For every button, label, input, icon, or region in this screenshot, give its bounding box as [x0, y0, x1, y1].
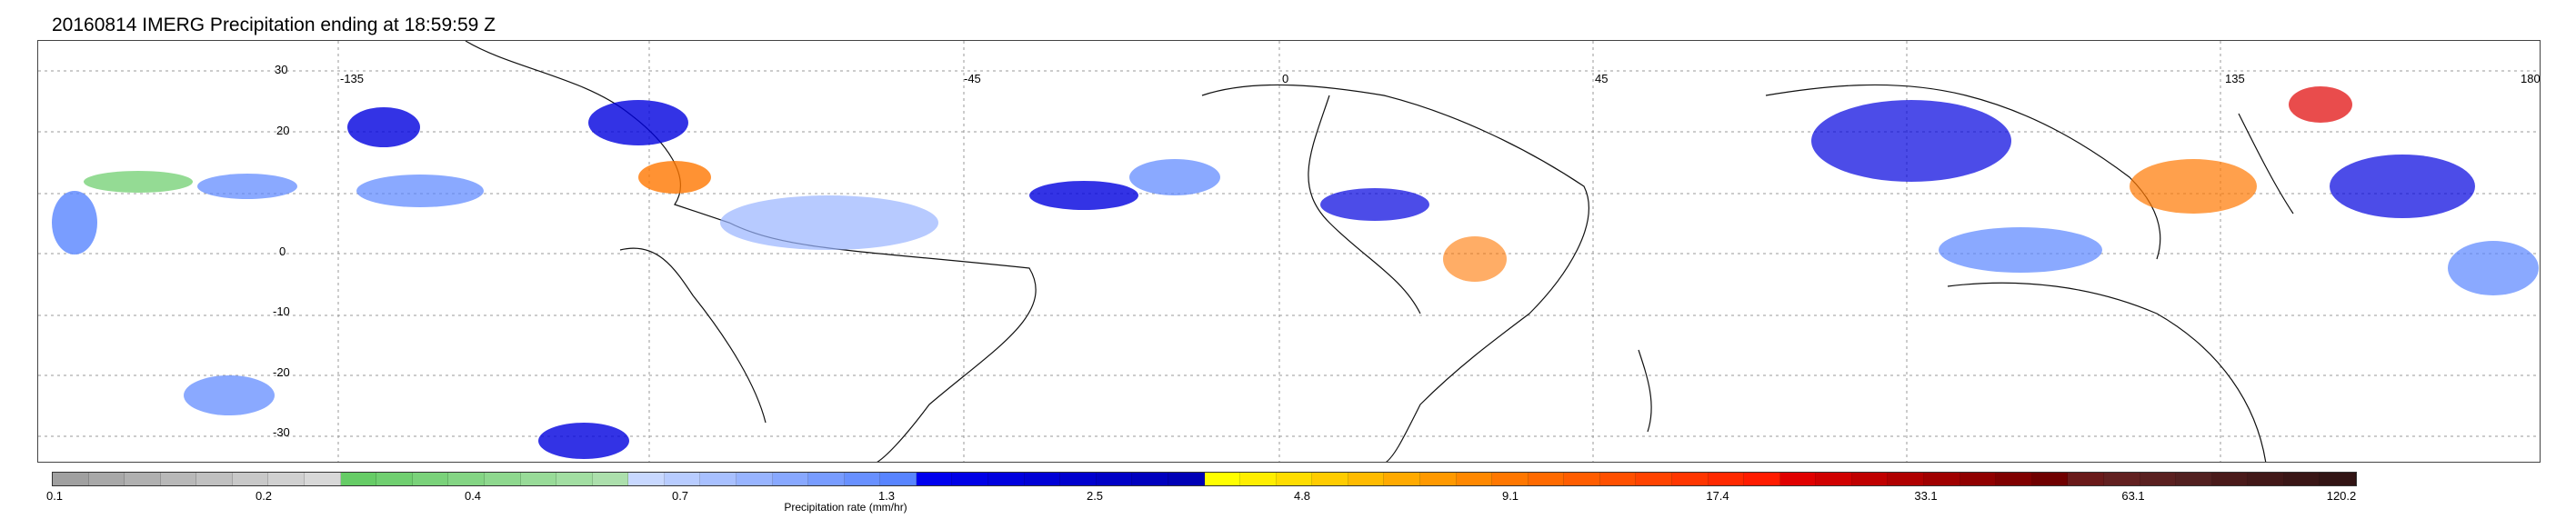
lon-label: -45: [964, 72, 981, 85]
colorbar-segment: [1240, 473, 1277, 485]
colorbar-segment: [844, 473, 881, 485]
colorbar-tick: 33.1: [1914, 489, 1938, 503]
colorbar-tick: 0.1: [45, 489, 64, 503]
colorbar-segment: [1096, 473, 1133, 485]
colorbar-segment: [1960, 473, 1997, 485]
colorbar-segment: [232, 473, 269, 485]
colorbar-segment: [340, 473, 377, 485]
colorbar-segment: [1888, 473, 1925, 485]
lon-label: 135: [2225, 72, 2245, 85]
colorbar-tick: 0.2: [255, 489, 273, 503]
colorbar-segment: [2140, 473, 2177, 485]
colorbar-segment: [2211, 473, 2249, 485]
colorbar-segment: [448, 473, 485, 485]
colorbar-segment: [2320, 473, 2356, 485]
lon-label: -135: [340, 72, 365, 85]
colorbar-segment: [2283, 473, 2320, 485]
colorbar-segment: [700, 473, 737, 485]
colorbar-label: Precipitation rate (mm/hr): [784, 501, 907, 514]
lon-label: 0: [1282, 72, 1289, 85]
colorbar-tick: 17.4: [1706, 489, 1729, 503]
colorbar-segment: [988, 473, 1025, 485]
colorbar-segment: [196, 473, 233, 485]
colorbar-segment: [2248, 473, 2284, 485]
colorbar-segment: [628, 473, 665, 485]
colorbar-segment: [1348, 473, 1385, 485]
colorbar-segment: [736, 473, 773, 485]
colorbar-segment: [2031, 473, 2069, 485]
colorbar-segment: [1024, 473, 1061, 485]
map-title: 20160814 IMERG Precipitation ending at 1…: [52, 15, 496, 35]
colorbar-segment: [952, 473, 989, 485]
colorbar-segment: [1744, 473, 1780, 485]
colorbar-segment: [1564, 473, 1600, 485]
colorbar-segment: [484, 473, 521, 485]
graticule: [38, 41, 2540, 462]
colorbar-segment: [1132, 473, 1168, 485]
lon-label: 45: [1595, 72, 1609, 85]
lat-label: 0: [279, 245, 286, 258]
colorbar-tick: 0.4: [464, 489, 482, 503]
colorbar-tick: 2.5: [1086, 489, 1104, 503]
lat-label: -20: [273, 365, 290, 379]
colorbar-segment: [772, 473, 809, 485]
colorbar-segment: [1204, 473, 1241, 485]
colorbar-segment: [1276, 473, 1313, 485]
lon-label: 180: [2521, 72, 2541, 85]
colorbar-segment: [305, 473, 341, 485]
lat-label: 20: [276, 124, 290, 137]
colorbar-segment: [664, 473, 701, 485]
precipitation-map: -135 -45 0 45 135 180 30 20 0 -10 -20 -3…: [37, 40, 2541, 463]
colorbar: [52, 472, 2357, 486]
colorbar-segment: [1779, 473, 1817, 485]
colorbar-segment: [88, 473, 125, 485]
colorbar-segment: [1168, 473, 1205, 485]
colorbar-segment: [376, 473, 413, 485]
colorbar-segment: [1816, 473, 1852, 485]
colorbar-segment: [1528, 473, 1565, 485]
colorbar-segment: [412, 473, 449, 485]
colorbar-segment: [880, 473, 917, 485]
colorbar-segment: [268, 473, 306, 485]
colorbar-segment: [1996, 473, 2032, 485]
lat-label: -10: [273, 304, 290, 318]
colorbar-tick: 0.7: [671, 489, 689, 503]
lat-label: 30: [275, 63, 288, 76]
colorbar-segment: [1708, 473, 1745, 485]
colorbar-tick: 120.2: [2326, 489, 2357, 503]
lat-label: -30: [273, 425, 290, 439]
colorbar-segment: [1672, 473, 1709, 485]
colorbar-segment: [916, 473, 953, 485]
colorbar-segment: [1492, 473, 1529, 485]
colorbar-segment: [53, 473, 89, 485]
colorbar-segment: [2176, 473, 2212, 485]
precipitation-field: [52, 86, 2539, 459]
map-graphics: [38, 41, 2540, 462]
colorbar-segment: [2103, 473, 2140, 485]
colorbar-segment: [1456, 473, 1493, 485]
colorbar-segment: [1312, 473, 1348, 485]
colorbar-segment: [1924, 473, 1960, 485]
colorbar-segment: [2068, 473, 2104, 485]
colorbar-segment: [592, 473, 629, 485]
colorbar-segment: [1419, 473, 1457, 485]
colorbar-segment: [556, 473, 593, 485]
colorbar-segment: [808, 473, 845, 485]
colorbar-tick: 1.3: [877, 489, 896, 503]
colorbar-segment: [160, 473, 197, 485]
colorbar-tick: 9.1: [1501, 489, 1519, 503]
colorbar-tick: 4.8: [1293, 489, 1311, 503]
colorbar-segment: [1599, 473, 1637, 485]
coastlines: [465, 41, 2294, 462]
colorbar-segment: [1060, 473, 1097, 485]
colorbar-segment: [125, 473, 161, 485]
colorbar-segment: [1851, 473, 1889, 485]
colorbar-segment: [1636, 473, 1673, 485]
colorbar-segment: [1384, 473, 1420, 485]
colorbar-tick: 63.1: [2121, 489, 2145, 503]
colorbar-segment: [520, 473, 557, 485]
